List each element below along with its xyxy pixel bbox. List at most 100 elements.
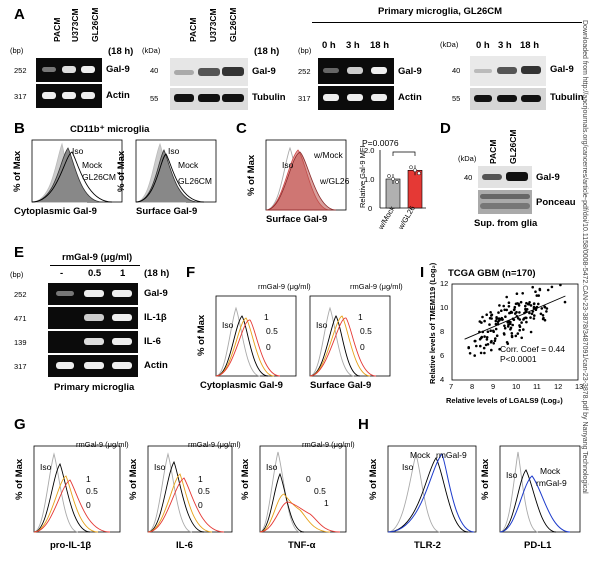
legend-item: Iso [168, 146, 180, 156]
size-marker: 40 [464, 173, 473, 182]
row-label: Ponceau [536, 197, 576, 208]
size-marker: 317 [14, 92, 27, 101]
x-axis-label: Surface Gal-9 [266, 214, 328, 225]
scatter-point [538, 288, 542, 292]
scatter-point [516, 302, 519, 305]
scatter-point [514, 334, 518, 338]
scatter-point [510, 332, 514, 335]
histogram [215, 295, 297, 377]
y-tick: 2.0 [364, 146, 375, 155]
scatter-point [513, 308, 516, 311]
scatter-point [533, 314, 536, 317]
x-tick: 10 [512, 382, 521, 391]
legend-item: Mock [540, 466, 561, 476]
size-marker: 317 [14, 362, 27, 371]
scatter-point [522, 328, 525, 331]
scatter-point [545, 310, 548, 313]
legend-item: 0 [266, 342, 271, 352]
kda-unit: (kDa) [440, 40, 459, 49]
scatter-point [516, 332, 520, 335]
y-tick: 4 [440, 375, 445, 384]
scatter-point [539, 312, 543, 316]
scatter-point [485, 313, 488, 316]
size-marker: 55 [150, 94, 159, 103]
y-tick: 10 [440, 303, 449, 312]
histogram [259, 445, 347, 533]
chart-title: TCGA GBM (n=170) [448, 268, 536, 279]
scatter-point [497, 317, 501, 320]
histogram [33, 445, 121, 533]
scatter-point [511, 323, 514, 327]
x-axis-label: pro-IL-1β [50, 540, 92, 551]
row-label: Actin [106, 90, 130, 101]
legend-title: rmGal-9 (μg/ml) [76, 440, 129, 449]
panel-title: rmGal-9 (μg/ml) [62, 252, 133, 263]
legend-item: 1 [324, 498, 329, 508]
scatter-point [519, 300, 523, 304]
data-point [395, 180, 399, 184]
row-label: Tubulin [252, 92, 286, 103]
row-label: Tubulin [550, 92, 584, 103]
scatter-point [510, 311, 514, 314]
panel-label-e: E [14, 244, 25, 261]
lane-label: U373CM [70, 8, 80, 42]
scatter-point [541, 317, 545, 321]
gel-blot [318, 86, 394, 110]
panel-label-i: I [420, 264, 425, 281]
scatter-point [524, 316, 527, 320]
histogram [309, 295, 391, 377]
scatter-point [513, 305, 517, 309]
bar [407, 169, 423, 209]
legend-item: 1 [358, 312, 363, 322]
y-axis-label: % of Max [116, 150, 127, 192]
bp-unit: (bp) [10, 46, 24, 55]
lane-label: 3 h [346, 40, 360, 51]
x-axis-label: Cytoplasmic Gal-9 [14, 206, 97, 217]
scatter-point [514, 312, 517, 315]
scatter-point [489, 311, 492, 314]
scatter-point [507, 301, 511, 304]
scatter-point [484, 343, 488, 347]
lane-label: 18 h [520, 40, 540, 51]
dose-label: 0.5 [88, 268, 102, 279]
plot-frame [451, 283, 579, 381]
histogram [387, 445, 477, 533]
row-label: Actin [398, 92, 422, 103]
legend-item: w/GL26 [320, 176, 350, 186]
legend-item: 0.5 [266, 326, 278, 336]
scatter-point [496, 320, 500, 323]
scatter-point [505, 295, 508, 299]
scatter-point [493, 339, 497, 343]
scatter-point [479, 336, 483, 340]
scatter-point [563, 300, 567, 304]
scatter-point [505, 341, 509, 344]
lane-label: 0 h [476, 40, 490, 51]
scatter-point [507, 305, 511, 308]
scatter-point [541, 314, 545, 317]
panel-label-a: A [14, 6, 25, 23]
scatter-point [503, 324, 506, 328]
scatter-point [518, 311, 521, 314]
divider [50, 265, 140, 266]
scatter-point [524, 307, 527, 311]
scatter-point [490, 348, 493, 352]
y-axis-label: % of Max [480, 458, 491, 500]
x-axis-label: Relative levels of LGALS9 (Log₂) [446, 396, 563, 405]
legend-item: 0.5 [314, 486, 326, 496]
legend-item: Iso [316, 320, 328, 330]
legend-item: 0.5 [360, 326, 372, 336]
dose-label: 1 [120, 268, 126, 279]
scatter-point [473, 339, 477, 343]
y-axis-label: % of Max [368, 458, 379, 500]
regression-line [464, 295, 566, 340]
size-marker: 40 [452, 66, 461, 75]
scatter-point [529, 316, 532, 319]
histogram [135, 139, 217, 203]
scatter-point [483, 335, 486, 338]
lane-label: PACM [488, 139, 498, 164]
legend-item: Iso [506, 470, 518, 480]
y-axis-label: % of Max [246, 154, 257, 196]
legend-item: Mock [178, 160, 199, 170]
legend-item: 0 [360, 342, 365, 352]
legend-item: 1 [198, 474, 203, 484]
